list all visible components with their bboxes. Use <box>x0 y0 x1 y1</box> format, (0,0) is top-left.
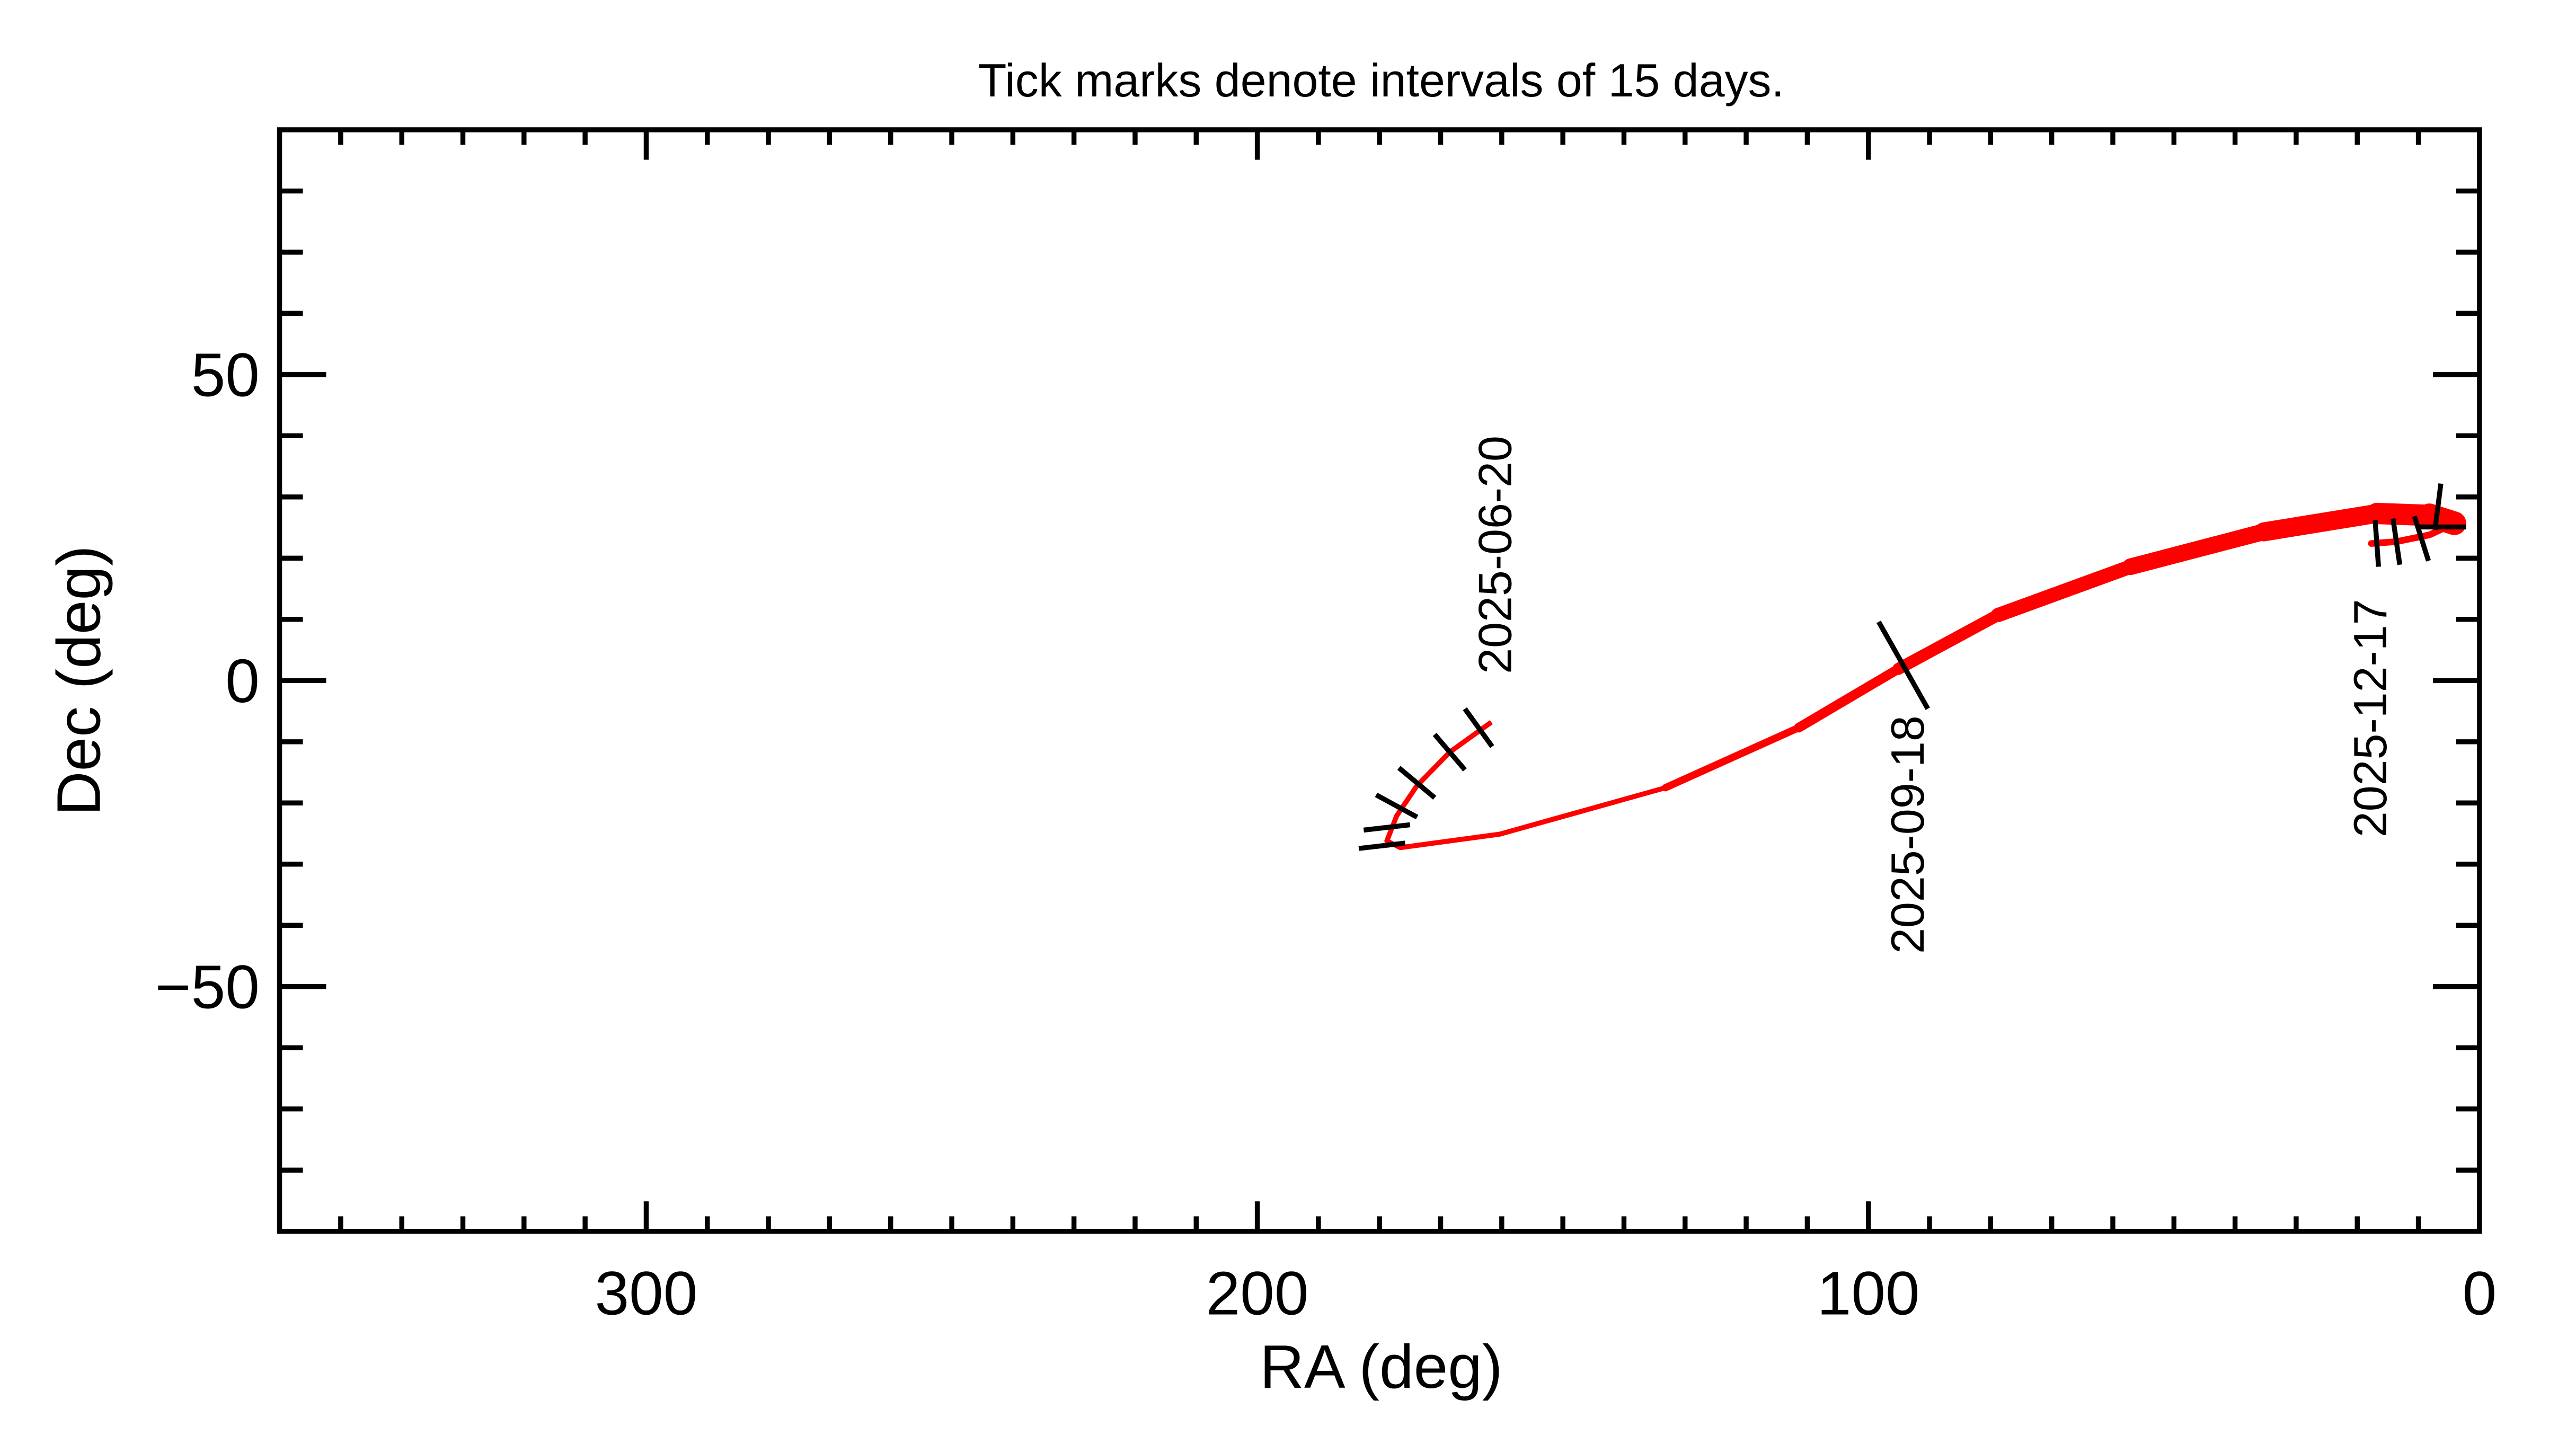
date-label: 2025-06-20 <box>1468 436 1521 674</box>
track-band <box>1794 664 1904 733</box>
date-tick <box>1432 732 1467 772</box>
date-tick <box>1876 621 1930 710</box>
x-tick-label: 100 <box>1817 1259 1920 1328</box>
date-tick <box>1397 766 1437 800</box>
date-label: 2025-12-17 <box>2344 599 2396 837</box>
chart-title: Tick marks denote intervals of 15 days. <box>978 54 1784 107</box>
y-tick-label: −50 <box>155 953 260 1022</box>
date-tick <box>2390 518 2403 565</box>
y-tick-label: 50 <box>191 341 260 410</box>
track-band <box>1661 724 1803 792</box>
date-tick <box>2412 516 2431 562</box>
track-band <box>2122 523 2272 575</box>
date-tick <box>1363 822 1411 833</box>
track-band <box>2254 504 2387 542</box>
y-axis-label: Dec (deg) <box>44 545 113 816</box>
x-tick-label: 0 <box>2463 1259 2497 1328</box>
x-axis-label: RA (deg) <box>1260 1332 1502 1401</box>
track-band <box>1892 609 2004 675</box>
date-label: 2025-09-18 <box>1881 715 1934 954</box>
x-tick-label: 200 <box>1206 1259 1309 1328</box>
x-tick-label: 300 <box>595 1259 698 1328</box>
date-tick <box>1463 707 1494 748</box>
date-tick <box>1358 840 1406 851</box>
date-tick <box>2373 520 2382 567</box>
track-band <box>2393 532 2433 545</box>
track-band <box>1990 559 2138 623</box>
date-tick <box>2432 483 2444 530</box>
y-tick-label: 0 <box>225 646 260 715</box>
date-tick <box>1375 792 1419 820</box>
